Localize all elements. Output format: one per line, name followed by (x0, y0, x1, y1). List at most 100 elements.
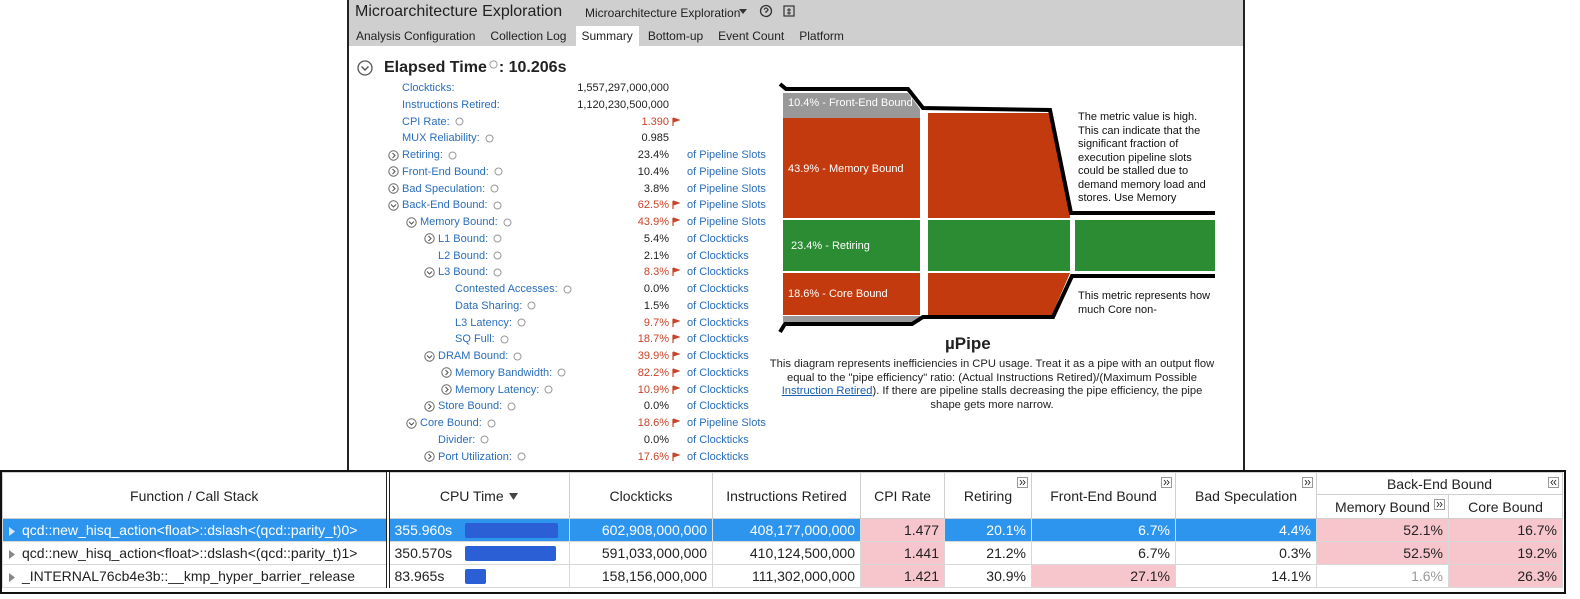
flag-icon (672, 267, 680, 277)
column-header[interactable]: Front-End Bound (1031, 472, 1176, 519)
help-icon[interactable] (490, 184, 499, 193)
help-icon[interactable] (500, 335, 509, 344)
tab[interactable]: Collection Log (490, 29, 567, 43)
expand-button[interactable] (1302, 477, 1313, 488)
help-icon[interactable] (563, 285, 572, 294)
tree-toggle[interactable] (441, 367, 452, 378)
help-icon[interactable] (517, 452, 526, 461)
expand-button[interactable] (1434, 499, 1445, 511)
metric-name: Port Utilization: (438, 450, 526, 464)
grid-row[interactable]: qcd::new_hisq_action<float>::dslash<(qcd… (2, 541, 1564, 565)
metric-label: Contested Accesses: (455, 283, 558, 295)
grid-row[interactable]: qcd::new_hisq_action<float>::dslash<(qcd… (2, 518, 1564, 542)
elapsed-toggle[interactable] (357, 60, 373, 76)
help-icon[interactable] (493, 268, 502, 277)
column-header[interactable]: Instructions Retired (712, 472, 861, 519)
expand-button[interactable] (1161, 477, 1172, 488)
cell-value: 408,177,000,000 (749, 522, 855, 538)
help-icon[interactable] (527, 301, 536, 310)
row-expander[interactable] (8, 550, 16, 559)
help-icon[interactable] (507, 402, 516, 411)
tree-toggle[interactable] (424, 451, 435, 462)
help-icon[interactable] (517, 318, 526, 327)
help-icon[interactable] (557, 368, 566, 377)
metric-name: Instructions Retired: (402, 98, 500, 112)
analysis-dropdown[interactable]: Microarchitecture Exploration (585, 6, 741, 20)
tree-toggle[interactable] (388, 183, 399, 194)
help-mark (763, 7, 769, 13)
metric-unit: of Clockticks (687, 299, 749, 312)
expand-button[interactable] (1548, 477, 1560, 488)
help-button[interactable] (759, 4, 773, 18)
cell-value: 20.1% (986, 522, 1026, 538)
cell-value: 158,156,000,000 (601, 568, 707, 584)
help-icon[interactable] (485, 134, 494, 143)
metric-unit: of Clockticks (687, 400, 749, 413)
report-button[interactable] (782, 4, 796, 18)
flag-shape (672, 451, 680, 461)
help-icon[interactable] (480, 435, 489, 444)
column-header[interactable]: Core Bound (1447, 494, 1564, 519)
help-circle (759, 4, 773, 18)
cpu-time-bar (464, 523, 558, 538)
help-icon[interactable] (513, 352, 522, 361)
expand-button[interactable] (1017, 477, 1028, 488)
tab[interactable]: Platform (799, 29, 844, 43)
help-icon[interactable] (544, 385, 553, 394)
cpu-time: 350.570s (394, 545, 453, 561)
dropdown-caret[interactable] (739, 9, 747, 15)
help-icon[interactable] (493, 201, 502, 210)
help-icon[interactable] (487, 419, 496, 428)
help-icon[interactable] (493, 234, 502, 243)
metric-value: 43.9% (637, 216, 669, 228)
tab[interactable]: Event Count (718, 29, 785, 43)
help-icon[interactable] (489, 60, 498, 69)
row-expander[interactable] (8, 573, 16, 582)
tab[interactable]: Bottom-up (647, 29, 704, 43)
grid-cell: 1.6% (1316, 564, 1449, 588)
metric-unit: of Pipeline Slots (687, 149, 766, 161)
metric-value: 9.7% (643, 316, 669, 329)
tree-toggle[interactable] (441, 384, 452, 395)
metric-value: 1,557,297,000,000 (577, 82, 669, 94)
tab[interactable]: Analysis Configuration (356, 29, 476, 43)
column-header[interactable]: Bad Speculation (1175, 472, 1317, 519)
toggle-circle (357, 60, 373, 76)
tree-toggle[interactable] (424, 267, 435, 278)
tree-toggle[interactable] (406, 216, 417, 228)
group-header[interactable]: Back-End Bound (1315, 472, 1564, 496)
cpu-time: 83.965s (394, 568, 445, 584)
tree-toggle[interactable] (424, 233, 435, 244)
metric-value: 0.985 (641, 132, 669, 145)
column-header[interactable]: CPU Time (387, 472, 570, 519)
column-header[interactable]: Retiring (944, 472, 1032, 519)
help-icon[interactable] (448, 151, 457, 160)
metric-label: Data Sharing: (455, 299, 523, 312)
metric-label: Memory Bound: (420, 216, 498, 228)
metric-value: 8.3% (643, 266, 669, 279)
metric-unit: of Clockticks (687, 366, 749, 379)
grid-row[interactable]: _INTERNAL76cb4e3b::__kmp_hyper_barrier_r… (2, 564, 1564, 588)
help-icon[interactable] (503, 218, 512, 227)
tree-toggle[interactable] (388, 166, 399, 177)
tree-toggle[interactable] (388, 200, 399, 211)
help-icon[interactable] (493, 251, 502, 260)
expander-shape (9, 573, 15, 582)
column-header[interactable]: Function / Call Stack (2, 472, 390, 519)
flag-icon (672, 334, 680, 344)
column-header[interactable]: Memory Bound (1316, 494, 1449, 519)
description-link[interactable]: Instruction Retired (781, 385, 873, 397)
tab[interactable]: Summary (576, 26, 639, 46)
column-header[interactable]: Clockticks (569, 472, 713, 519)
row-expander[interactable] (8, 527, 16, 536)
help-icon[interactable] (455, 117, 464, 126)
help-icon[interactable] (494, 167, 503, 176)
grid-header: Function / Call Stack CPU Time Clockticks I… (2, 472, 1564, 519)
grid-cell: 355.960s (387, 518, 570, 542)
header-label: Clockticks (609, 487, 673, 504)
tree-toggle[interactable] (424, 401, 435, 412)
column-header[interactable]: CPI Rate (860, 472, 945, 519)
tree-toggle[interactable] (388, 149, 399, 161)
tree-toggle[interactable] (406, 417, 417, 429)
tree-toggle[interactable] (424, 350, 435, 362)
